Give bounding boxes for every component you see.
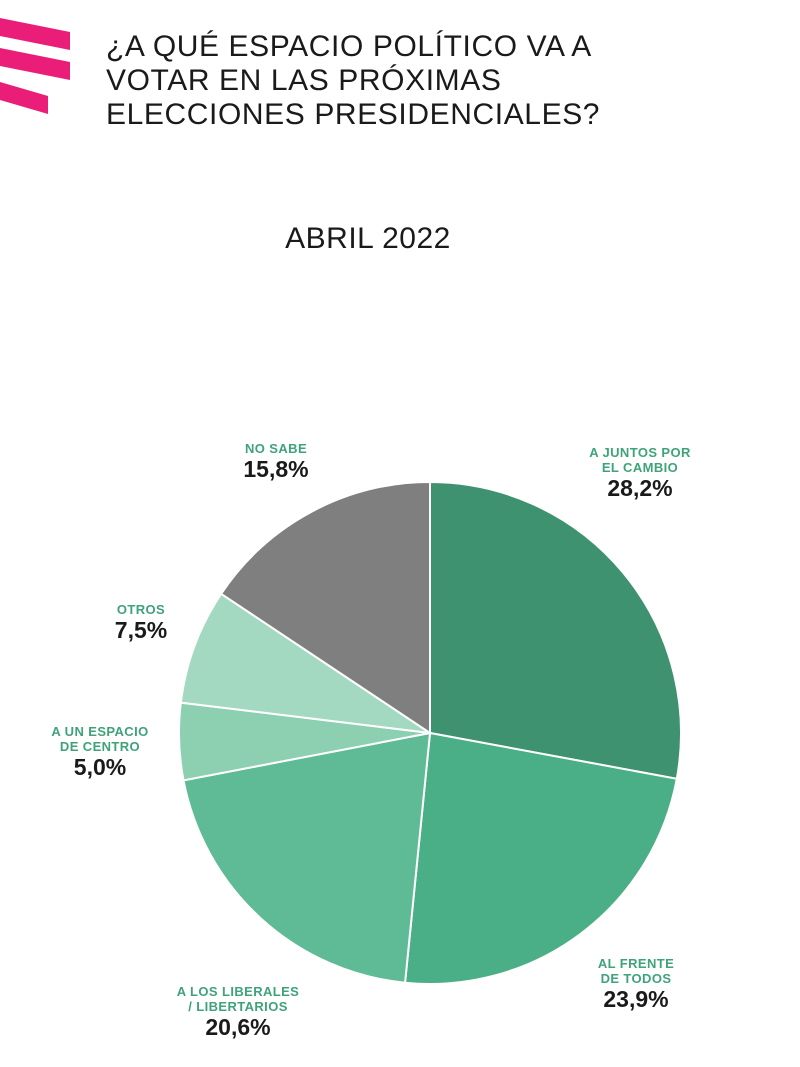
slice-label-juntos: A JUNTOS POR EL CAMBIO 28,2% bbox=[560, 445, 720, 501]
slice-label-frente: AL FRENTE DE TODOS 23,9% bbox=[556, 956, 716, 1012]
chart-subtitle: ABRIL 2022 bbox=[285, 222, 451, 255]
slice-value-no-sabe: 15,8% bbox=[243, 456, 309, 482]
pie-slice-juntos bbox=[429, 480, 682, 780]
slice-value-centro: 5,0% bbox=[73, 754, 127, 780]
slice-name-centro-2: DE CENTRO bbox=[59, 739, 141, 754]
slice-name-juntos-2: EL CAMBIO bbox=[601, 460, 679, 475]
slice-value-frente: 23,9% bbox=[603, 986, 669, 1012]
slice-value-otros: 7,5% bbox=[114, 617, 168, 643]
slice-label-otros: OTROS 7,5% bbox=[86, 602, 196, 643]
slice-name-no-sabe: NO SABE bbox=[244, 441, 308, 456]
slice-name-centro-1: A UN ESPACIO bbox=[51, 724, 149, 739]
slice-label-centro: A UN ESPACIO DE CENTRO 5,0% bbox=[30, 724, 170, 780]
slice-name-liberales-1: A LOS LIBERALES bbox=[176, 984, 300, 999]
brand-stripe-3 bbox=[0, 82, 48, 114]
brand-stripe-1 bbox=[0, 18, 70, 50]
chart-title-line-1: ¿A QUÉ ESPACIO POLÍTICO VA A bbox=[106, 30, 592, 63]
slice-name-liberales-2: / LIBERTARIOS bbox=[188, 999, 288, 1014]
pie-slice-otros bbox=[179, 592, 431, 734]
slice-name-juntos-1: A JUNTOS POR bbox=[589, 445, 691, 460]
slice-name-frente-1: AL FRENTE bbox=[597, 956, 675, 971]
slice-name-frente-2: DE TODOS bbox=[600, 971, 672, 986]
slice-label-no-sabe: NO SABE 15,8% bbox=[216, 441, 336, 482]
chart-title: ¿A QUÉ ESPACIO POLÍTICO VA A VOTAR EN LA… bbox=[106, 30, 766, 132]
pie-slice-no-sabe bbox=[219, 480, 431, 735]
pie-slice-frente bbox=[403, 731, 678, 986]
slice-value-juntos: 28,2% bbox=[607, 475, 673, 501]
slice-name-otros: OTROS bbox=[116, 602, 166, 617]
pie-slice-liberales bbox=[182, 731, 432, 984]
slice-value-liberales: 20,6% bbox=[205, 1014, 271, 1040]
slice-label-liberales: A LOS LIBERALES / LIBERTARIOS 20,6% bbox=[148, 984, 328, 1040]
brand-logo bbox=[0, 18, 70, 114]
brand-stripe-2 bbox=[0, 48, 70, 80]
chart-title-line-3: ELECCIONES PRESIDENCIALES? bbox=[106, 98, 601, 131]
chart-title-line-2: VOTAR EN LAS PRÓXIMAS bbox=[106, 64, 502, 97]
